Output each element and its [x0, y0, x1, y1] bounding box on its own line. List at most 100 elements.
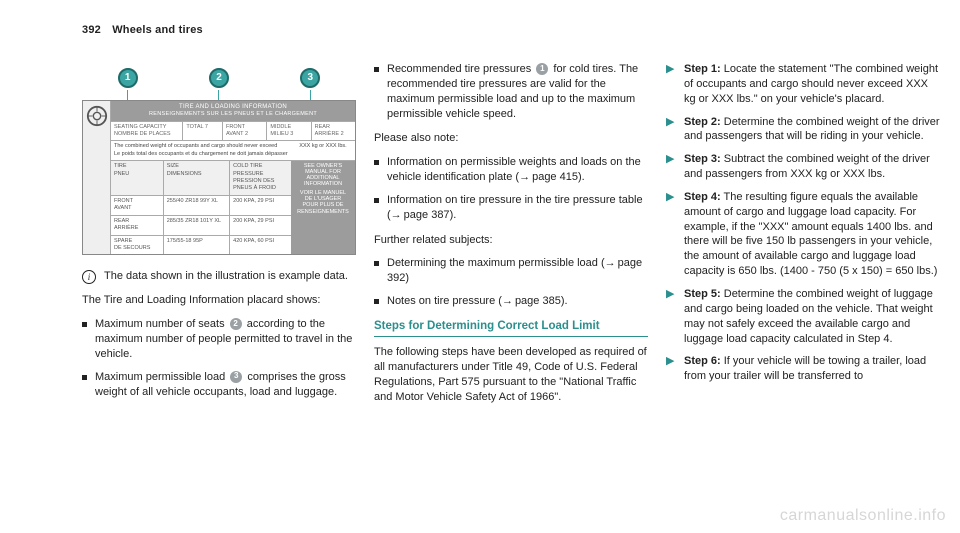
info-icon: i — [82, 270, 96, 284]
body-columns: 1 2 3 — [82, 62, 940, 414]
bullet-text: ). — [578, 171, 585, 183]
column-2: Recommended tire pressures 1 for cold ti… — [374, 62, 648, 414]
row-press: 200 KPA, 29 PSI — [230, 196, 291, 215]
list-item: Determining the maximum permissible load… — [374, 256, 648, 286]
step-arrow-icon: ▶ — [666, 115, 676, 145]
step-label: Step 6: — [684, 355, 721, 367]
bullet-text: ). — [450, 209, 457, 221]
section-title: Wheels and tires — [112, 24, 203, 36]
step-item: ▶ Step 4: The resulting figure equals the… — [666, 190, 940, 279]
hdr-tire-fr: PNEU — [114, 171, 160, 178]
section-heading: Steps for Determining Correct Load Limit — [374, 319, 648, 338]
step-item: ▶ Step 3: Subtract the combined weight of… — [666, 152, 940, 182]
callout-2-icon: 2 — [209, 68, 229, 88]
hdr-press-fr2: PNEUS À FROID — [233, 185, 288, 192]
bullet-text: Determining the maximum permissible load… — [387, 257, 605, 269]
front-label-fr: AVANT — [226, 131, 243, 137]
step-label: Step 1: — [684, 63, 721, 75]
total-label: TOTAL — [186, 124, 203, 130]
note-intro: Please also note: — [374, 131, 648, 146]
xref: page 387 — [391, 209, 450, 221]
step-label: Step 3: — [684, 153, 721, 165]
tire-icon — [86, 105, 108, 127]
step-label: Step 2: — [684, 116, 721, 128]
step-arrow-icon: ▶ — [666, 354, 676, 384]
bullet-text: Maximum number of seats — [95, 318, 228, 330]
front-val: 2 — [245, 131, 248, 137]
xref: page 385 — [502, 295, 561, 307]
step-text: Determine the combined weight of luggage… — [684, 288, 933, 345]
bullet-text: ) — [405, 272, 409, 284]
badge-2-icon: 2 — [230, 318, 242, 330]
placard-title-fr: RENSEIGNEMENTS SUR LES PNEUS ET LE CHARG… — [112, 111, 354, 118]
step-label: Step 4: — [684, 191, 721, 203]
list-item: Maximum permissible load 3 comprises the… — [82, 370, 356, 400]
column-1: 1 2 3 — [82, 62, 356, 414]
hdr-size-fr: DIMENSIONS — [167, 171, 226, 178]
xref: page 415 — [519, 171, 578, 183]
callout-leader — [310, 90, 311, 100]
step-arrow-icon: ▶ — [666, 287, 676, 346]
bullet-text: Recommended tire pressures — [387, 63, 534, 75]
row-label-fr: ARRIÈRE — [114, 225, 160, 232]
step-item: ▶Step 1: Locate the statement "The combi… — [666, 62, 940, 107]
step-text: Locate the statement "The combined weigh… — [684, 63, 938, 105]
row-label-fr: DE SECOURS — [114, 245, 160, 252]
rear-label: REAR — [315, 124, 352, 131]
step-item: ▶ Step 5: Determine the combined weight o… — [666, 287, 940, 346]
bullet-text: Information on permissible weights and l… — [387, 156, 641, 183]
tire-placard: TIRE AND LOADING INFORMATION RENSEIGNEME… — [82, 100, 356, 255]
seating-label-fr: NOMBRE DE PLACES — [114, 131, 179, 138]
rear-label-fr: ARRIÈRE — [315, 131, 339, 137]
list-item: Maximum number of seats 2 according to t… — [82, 317, 356, 362]
step-arrow-icon: ▶ — [666, 152, 676, 182]
bullet-text: ). — [561, 295, 568, 307]
list-item: Recommended tire pressures 1 for cold ti… — [374, 62, 648, 121]
seating-label-en: SEATING CAPACITY — [114, 124, 179, 131]
step-item: ▶ Step 2: Determine the combined weight o… — [666, 115, 940, 145]
warning-en: The combined weight of occupants and car… — [114, 143, 288, 150]
list-item: Information on tire pressure in the tire… — [374, 193, 648, 223]
step-text: Subtract the combined weight of the driv… — [684, 153, 930, 180]
row-size: 175/55-18 95P — [164, 236, 230, 255]
page-header: 392 Wheels and tires — [82, 24, 203, 36]
row-size: 255/40 ZR18 99Y XL — [164, 196, 230, 215]
warning-vals: XXX kg or XXX lbs. — [294, 143, 352, 150]
badge-1-icon: 1 — [536, 63, 548, 75]
front-label: FRONT — [226, 124, 263, 131]
further-intro: Further related subjects: — [374, 233, 648, 248]
callout-leader — [127, 90, 128, 100]
hdr-press: COLD TIRE PRESSURE — [233, 163, 288, 178]
info-note: The data shown in the illustration is ex… — [104, 269, 348, 284]
intro-text: The Tire and Loading Information placard… — [82, 293, 356, 308]
step-label: Step 5: — [684, 288, 721, 300]
step-text: The resulting figure equals the availabl… — [684, 191, 937, 277]
row-size: 285/35 ZR18 101Y XL — [164, 216, 230, 235]
list-item: Notes on tire pressure (page 385). — [374, 294, 648, 309]
hdr-tire: TIRE — [114, 163, 160, 170]
list-item: Information on permissible weights and l… — [374, 155, 648, 185]
owners-text-fr: RENSEIGNEMENTS — [293, 209, 353, 215]
section-body: The following steps have been developed … — [374, 345, 648, 404]
callout-1-icon: 1 — [118, 68, 138, 88]
row-label-fr: AVANT — [114, 205, 160, 212]
step-text: Determine the combined weight of the dri… — [684, 116, 940, 143]
row-press: 420 KPA, 60 PSI — [230, 236, 291, 255]
mid-val: 3 — [290, 131, 293, 137]
mid-label: MIDDLE — [270, 124, 307, 131]
mid-label-fr: MILIEU — [270, 131, 288, 137]
row-label: FRONT — [114, 198, 160, 205]
placard-title-en: TIRE AND LOADING INFORMATION — [112, 103, 354, 111]
badge-3-icon: 3 — [230, 371, 242, 383]
rear-val: 2 — [341, 131, 344, 137]
page-number: 392 — [82, 24, 101, 36]
total-val: 7 — [205, 124, 208, 130]
bullet-text: Maximum permissible load — [95, 371, 228, 383]
step-item: ▶ Step 6: If your vehicle will be towing … — [666, 354, 940, 384]
placard-illustration: 1 2 3 — [82, 68, 356, 255]
watermark: carmanualsonline.info — [780, 507, 946, 525]
bullet-text: Notes on tire pressure ( — [387, 295, 502, 307]
callout-leader — [218, 90, 219, 100]
step-text: If your vehicle will be towing a trailer… — [684, 355, 926, 382]
step-arrow-icon: ▶ — [666, 190, 676, 279]
